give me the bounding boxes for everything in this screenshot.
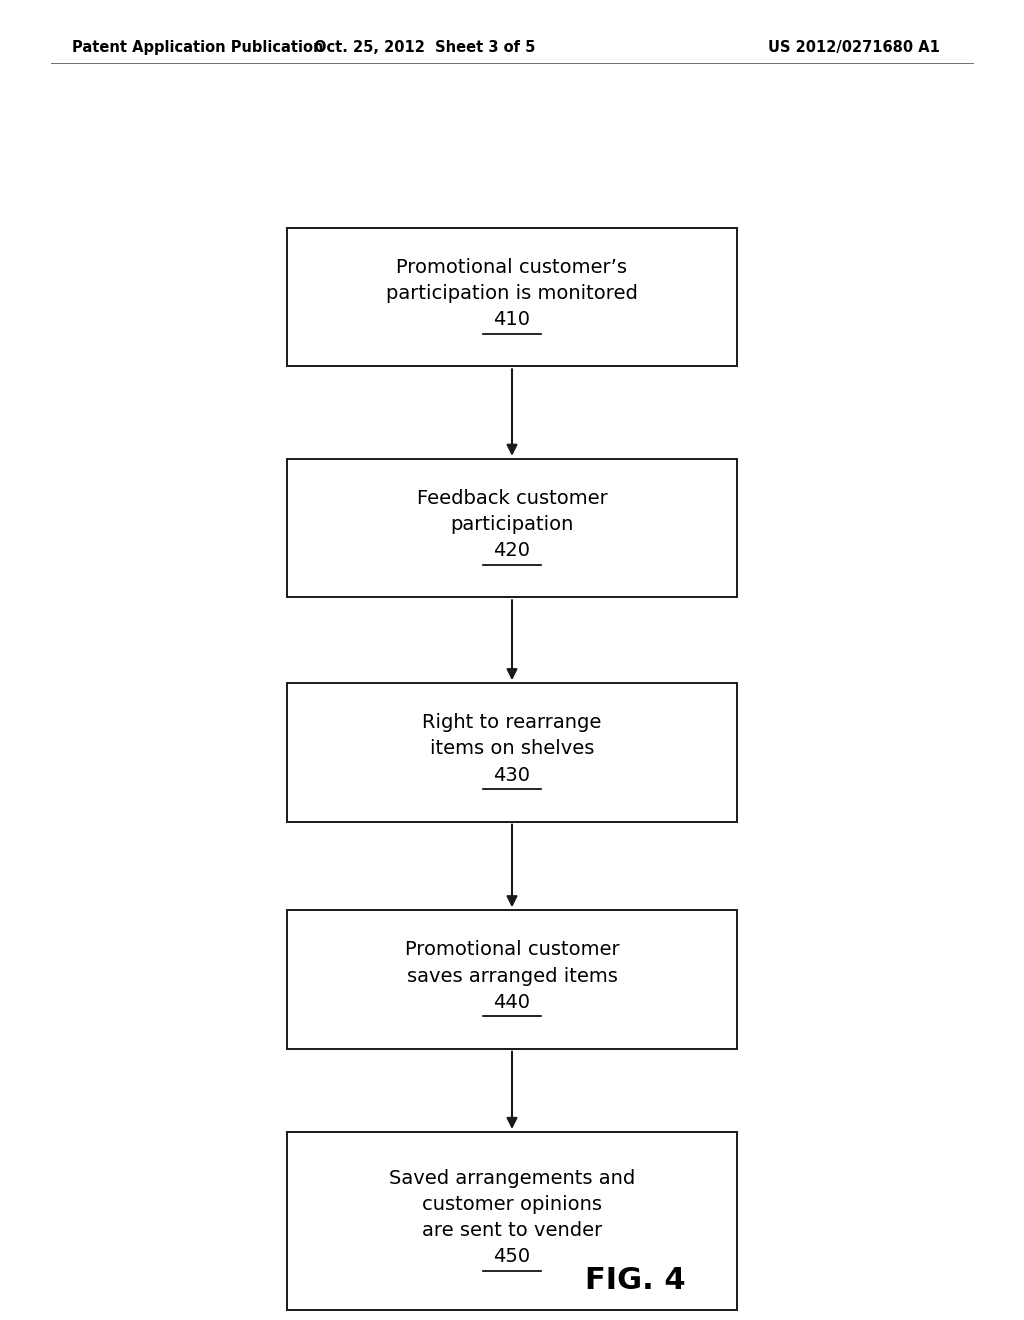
Text: 430: 430 — [494, 766, 530, 785]
Text: items on shelves: items on shelves — [430, 739, 594, 759]
Text: Oct. 25, 2012  Sheet 3 of 5: Oct. 25, 2012 Sheet 3 of 5 — [314, 40, 536, 55]
Text: FIG. 4: FIG. 4 — [585, 1266, 685, 1295]
Text: 420: 420 — [494, 541, 530, 561]
Text: Patent Application Publication: Patent Application Publication — [72, 40, 324, 55]
Text: Promotional customer: Promotional customer — [404, 940, 620, 960]
Text: US 2012/0271680 A1: US 2012/0271680 A1 — [768, 40, 940, 55]
Bar — [287, 684, 737, 821]
Text: are sent to vender: are sent to vender — [422, 1221, 602, 1241]
Text: customer opinions: customer opinions — [422, 1195, 602, 1214]
Text: Feedback customer: Feedback customer — [417, 488, 607, 508]
Text: 440: 440 — [494, 993, 530, 1012]
Text: Right to rearrange: Right to rearrange — [422, 713, 602, 733]
Text: participation: participation — [451, 515, 573, 535]
Text: Promotional customer’s: Promotional customer’s — [396, 257, 628, 277]
Bar — [287, 227, 737, 366]
Bar — [287, 1133, 737, 1309]
Text: 410: 410 — [494, 310, 530, 330]
Text: 450: 450 — [494, 1247, 530, 1266]
Bar — [287, 459, 737, 597]
Text: Saved arrangements and: Saved arrangements and — [389, 1168, 635, 1188]
Text: participation is monitored: participation is monitored — [386, 284, 638, 304]
Bar — [287, 911, 737, 1048]
Text: saves arranged items: saves arranged items — [407, 966, 617, 986]
